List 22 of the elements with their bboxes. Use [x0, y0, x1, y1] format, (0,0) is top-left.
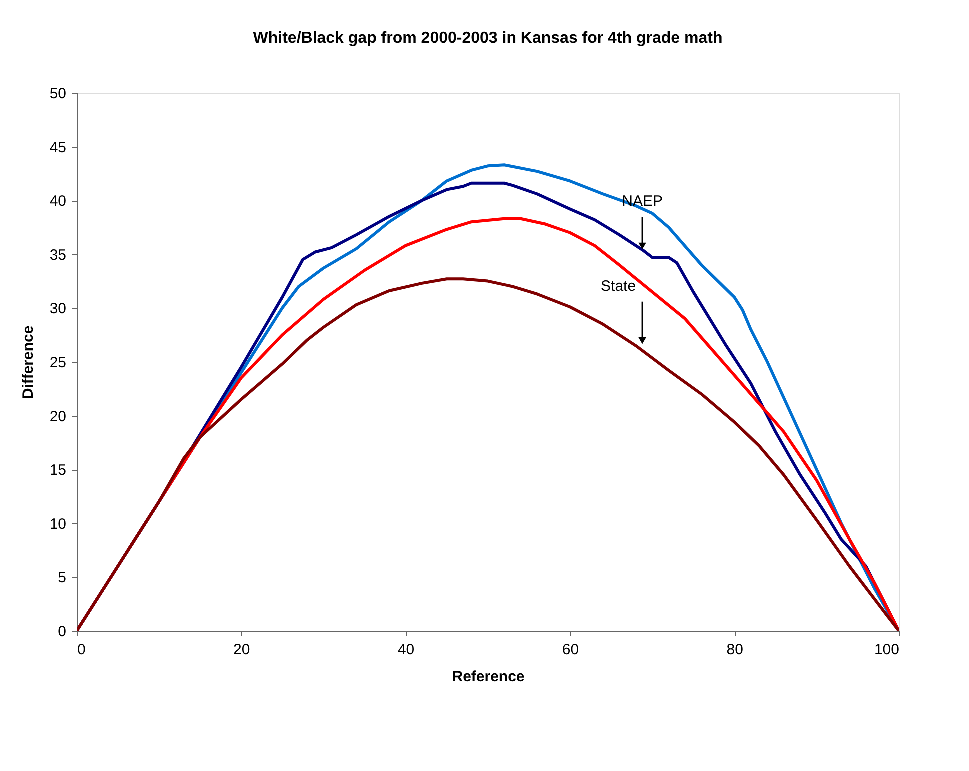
- y-tick-label: 35: [50, 246, 66, 264]
- y-tick-label: 30: [50, 300, 66, 318]
- annotation: State: [601, 278, 636, 295]
- y-tick-label: 20: [50, 408, 66, 426]
- y-axis-title: Difference: [20, 326, 37, 400]
- y-tick-label: 15: [50, 462, 66, 480]
- y-tick-label: 5: [58, 570, 66, 587]
- x-tick-label: 40: [398, 642, 415, 658]
- y-tick-label: 25: [50, 354, 66, 372]
- y-tick-label: 40: [50, 193, 66, 210]
- x-tick-label: 0: [78, 642, 86, 658]
- x-tick-label: 20: [234, 642, 250, 658]
- x-tick-label: 80: [726, 642, 744, 658]
- y-tick-label: 10: [50, 516, 66, 533]
- y-tick-label: 50: [50, 86, 66, 102]
- y-tick-label: 45: [50, 139, 66, 156]
- x-tick-label: 60: [562, 642, 580, 658]
- x-axis-title: Reference: [452, 668, 525, 686]
- chart-title: White/Black gap from 2000-2003 in Kansas for 4th grade math: [253, 30, 723, 47]
- x-tick-label: 100: [874, 642, 900, 658]
- y-tick-label: 0: [58, 624, 66, 640]
- annotation: NAEP: [622, 193, 663, 210]
